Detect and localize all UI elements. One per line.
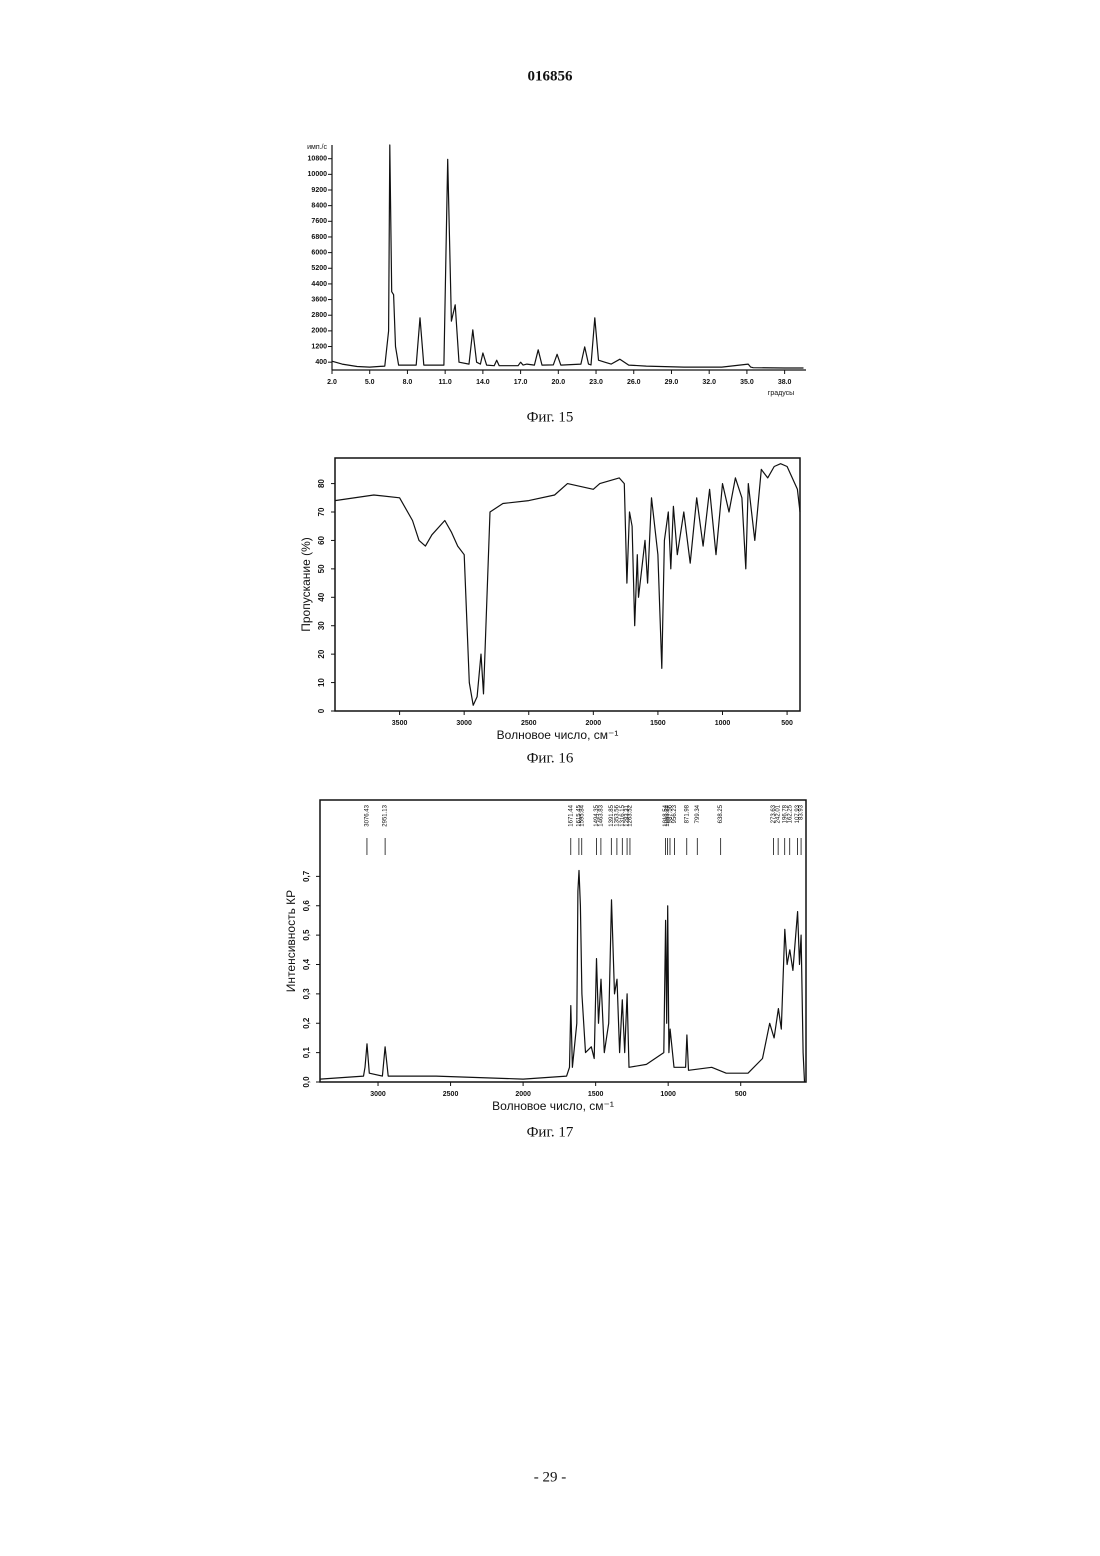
- x-tick-label: 2.0: [327, 379, 337, 386]
- y-tick-label: 30: [317, 621, 326, 630]
- y-tick-label: 4400: [311, 281, 327, 288]
- x-axis-label: Волновое число, см⁻¹: [492, 1099, 614, 1113]
- document: 016856 - 29 - 40012002000280036004400520…: [0, 0, 1100, 1556]
- x-tick-label: 20.0: [552, 379, 566, 386]
- y-tick-label: 0,7: [302, 870, 311, 882]
- x-tick-label: 8.0: [403, 379, 413, 386]
- y-tick-label: 6800: [311, 234, 327, 241]
- y-tick-label: 20: [317, 649, 326, 658]
- x-tick-label: 11.0: [439, 379, 452, 386]
- y-tick-label: 2800: [311, 312, 327, 319]
- peak-label: 1671.44: [568, 804, 574, 826]
- y-tick-label: 80: [317, 479, 326, 488]
- y-tick-label: 0,3: [302, 988, 311, 1000]
- y-tick-label: 10: [317, 678, 326, 687]
- y-tick-label: 0,5: [302, 929, 311, 941]
- y-tick-label: 50: [317, 564, 326, 573]
- y-tick-label: 1200: [311, 343, 327, 350]
- x-tick-label: 2500: [521, 720, 537, 727]
- page: 016856 - 29 - 40012002000280036004400520…: [0, 0, 1100, 1556]
- x-tick-label: 2000: [515, 1091, 531, 1098]
- spectrum-line: [320, 871, 805, 1083]
- x-tick-label: 500: [735, 1091, 747, 1098]
- x-tick-label: 1000: [715, 720, 731, 727]
- spectrum-line: [332, 145, 804, 368]
- peak-label: 242.01: [776, 804, 782, 823]
- y-tick-label: 0: [317, 708, 326, 713]
- y-tick-label: 0,4: [302, 958, 311, 970]
- y-tick-label: 8400: [311, 202, 327, 209]
- spectrum-line: [335, 464, 800, 706]
- x-tick-label: 32.0: [702, 379, 716, 386]
- y-tick-label: 7600: [311, 218, 327, 225]
- x-tick-label: 1500: [588, 1091, 604, 1098]
- y-axis-label: имп./с: [307, 144, 327, 151]
- peak-label: 2951.13: [383, 804, 389, 826]
- y-tick-label: 5200: [311, 265, 327, 272]
- y-tick-label: 0,1: [302, 1047, 311, 1059]
- y-tick-label: 10800: [308, 156, 328, 163]
- plot-frame: [320, 800, 806, 1082]
- x-tick-label: 2500: [443, 1091, 459, 1098]
- x-tick-label: 26.0: [627, 379, 641, 386]
- y-axis-label: Интенсивность КР: [284, 890, 298, 992]
- x-tick-label: 5.0: [365, 379, 375, 386]
- peak-label: 871.98: [684, 804, 690, 823]
- peak-label: 1263.52: [628, 804, 634, 826]
- y-tick-label: 0,2: [302, 1017, 311, 1029]
- x-tick-label: 17.0: [514, 379, 528, 386]
- x-axis-label: Волновое число, см⁻¹: [497, 728, 619, 742]
- y-tick-label: 70: [317, 507, 326, 516]
- peak-label: 956.23: [672, 804, 678, 823]
- page-number: - 29 -: [534, 1469, 567, 1485]
- x-tick-label: 3500: [392, 720, 408, 727]
- y-tick-label: 10000: [308, 171, 328, 178]
- x-tick-label: 14.0: [476, 379, 490, 386]
- figure-caption: Фиг. 17: [527, 1124, 574, 1140]
- peak-label: 799.34: [695, 804, 701, 823]
- x-axis-label: градусы: [768, 390, 794, 397]
- peak-label: 83.93: [799, 804, 805, 820]
- y-tick-label: 0,6: [302, 900, 311, 912]
- y-tick-label: 40: [317, 592, 326, 601]
- peak-label: 162.25: [787, 804, 793, 823]
- figure-caption: Фиг. 16: [527, 750, 574, 766]
- peak-label: 1595.84: [579, 804, 585, 826]
- y-tick-label: 400: [315, 359, 327, 366]
- peak-label: 3076.43: [365, 804, 371, 826]
- x-tick-label: 1000: [660, 1091, 676, 1098]
- x-tick-label: 2000: [586, 720, 602, 727]
- y-tick-label: 0,0: [302, 1076, 311, 1088]
- y-tick-label: 9200: [311, 187, 327, 194]
- y-tick-label: 60: [317, 535, 326, 544]
- x-tick-label: 38.0: [778, 379, 792, 386]
- plot-frame: [335, 458, 800, 711]
- x-tick-label: 3000: [456, 720, 472, 727]
- patent-number: 016856: [528, 68, 574, 84]
- peak-label: 638.25: [718, 804, 724, 823]
- x-tick-label: 23.0: [589, 379, 603, 386]
- figure-caption: Фиг. 15: [527, 409, 574, 425]
- x-tick-label: 1500: [650, 720, 666, 727]
- y-tick-label: 2000: [311, 328, 327, 335]
- y-tick-label: 6000: [311, 249, 327, 256]
- y-tick-label: 3600: [311, 296, 327, 303]
- x-tick-label: 35.0: [740, 379, 754, 386]
- x-tick-label: 3000: [370, 1091, 386, 1098]
- peak-label: 1463.83: [598, 804, 604, 826]
- y-axis-label: Пропускание (%): [299, 537, 313, 632]
- x-tick-label: 29.0: [665, 379, 679, 386]
- x-tick-label: 500: [781, 720, 793, 727]
